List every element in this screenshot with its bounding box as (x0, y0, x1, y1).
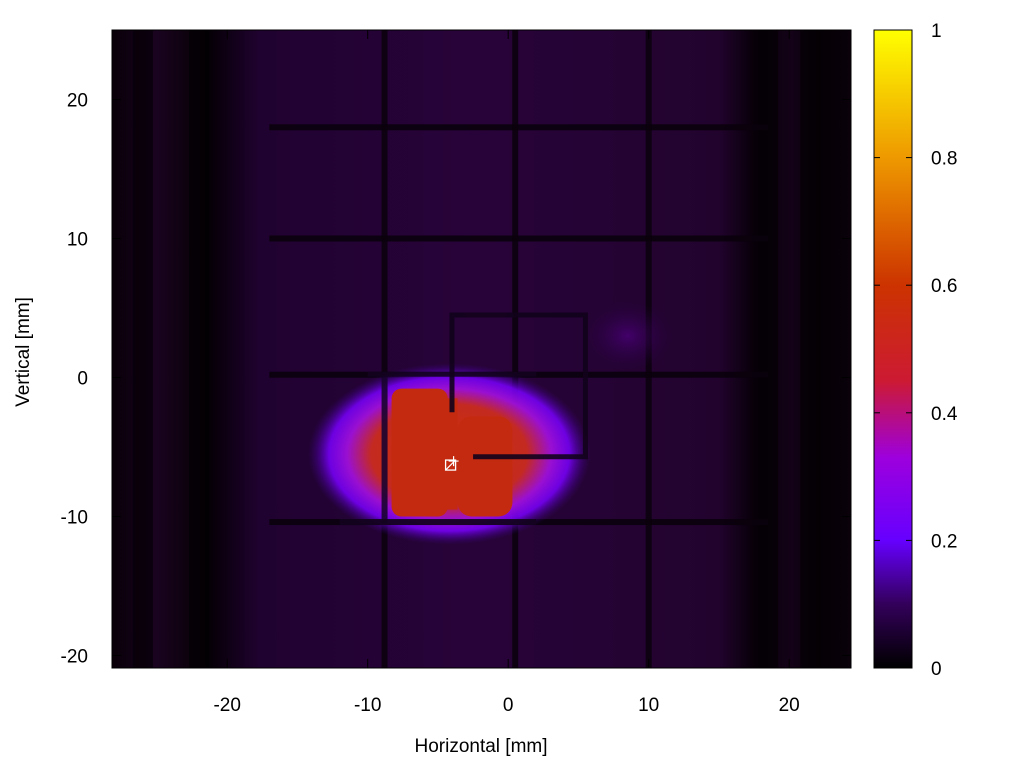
beam-features (307, 300, 673, 545)
frame-horizontal-bar (269, 124, 769, 131)
plot-border (111, 29, 852, 669)
colorbar-tick-label: 0 (931, 659, 942, 680)
colorbar-tick-label: 0.2 (931, 531, 957, 552)
colorbar-tick-label: 1 (931, 21, 942, 42)
dark-edge-column (189, 30, 210, 668)
frame-bar-overlay (339, 519, 537, 526)
x-tick-label: 10 (638, 695, 659, 716)
frame-bar-overlay (381, 377, 388, 524)
frame-vertical-bar (381, 30, 388, 668)
frame-vertical-bar (512, 30, 519, 668)
beam-spot-core-middle (443, 398, 458, 510)
faint-glow (582, 300, 673, 371)
y-tick-label: -10 (61, 507, 88, 528)
x-tick-label: 20 (779, 695, 800, 716)
frame-horizontal-bar (269, 235, 769, 242)
y-tick-label: 10 (67, 229, 88, 250)
dark-edge-column (132, 30, 153, 668)
y-tick-label: 0 (77, 368, 88, 389)
plot-area (112, 30, 851, 668)
beam-spot-core-right (457, 416, 513, 517)
x-tick-label: 0 (503, 695, 514, 716)
y-tick-label: 20 (67, 90, 88, 111)
x-tick-label: -10 (354, 695, 381, 716)
x-tick-label: -20 (213, 695, 240, 716)
colorbar-tick-label: 0.6 (931, 276, 957, 297)
inner-frame (449, 312, 588, 460)
marker-square (444, 459, 457, 471)
marker-cross (445, 456, 459, 471)
y-axis-ticks: -20 -10 0 10 20 (61, 90, 851, 667)
colorbar-gradient (873, 29, 913, 669)
y-axis-label: Vertical [mm] (13, 297, 34, 407)
x-axis-label: Horizontal [mm] (414, 736, 547, 757)
dark-edge-column (758, 30, 779, 668)
dark-edge-column (800, 30, 821, 668)
y-tick-label: -20 (61, 646, 88, 667)
x-axis-ticks: -20 -10 0 10 20 (213, 30, 800, 716)
colorbar-tick-label: 0.4 (931, 404, 958, 425)
colorbar-tick-label: 0.8 (931, 149, 957, 170)
heatmap-background (112, 30, 851, 668)
colorbar-ticks: 0 0.2 0.4 0.6 0.8 1 (874, 21, 958, 680)
beam-spot-core-left (391, 388, 448, 517)
